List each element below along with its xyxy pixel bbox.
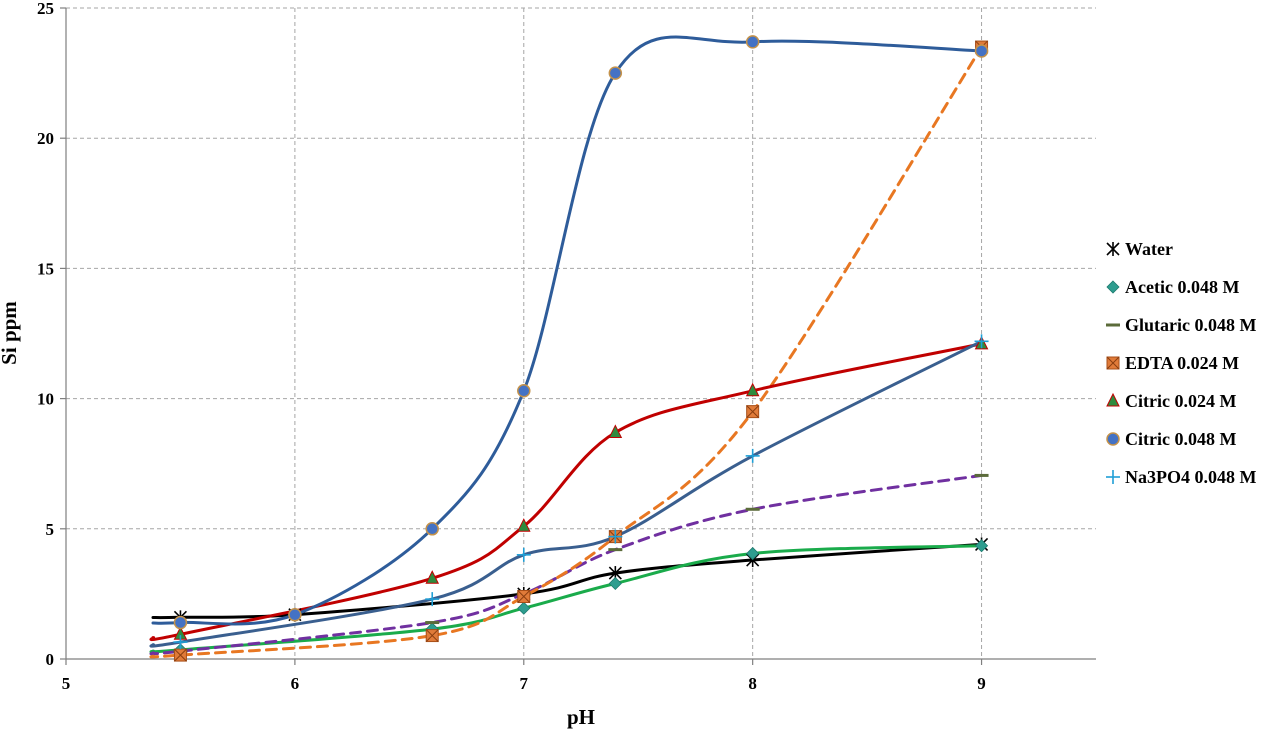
data-point-citric-0-048-m xyxy=(425,522,439,536)
series-line-na3po4-0-048-m xyxy=(149,339,984,648)
legend-label: Acetic 0.048 M xyxy=(1125,277,1239,297)
data-point-na3po4-0-048-m xyxy=(974,334,989,349)
legend-item-edta-0-024-m: EDTA 0.024 M xyxy=(1106,353,1239,373)
legend-label: EDTA 0.024 M xyxy=(1125,353,1239,373)
y-tick-label: 15 xyxy=(37,259,54,278)
data-point-citric-0-048-m xyxy=(288,607,302,622)
legend-marker xyxy=(1106,432,1120,446)
series-line-water xyxy=(151,542,984,620)
data-point-edta-0-024-m xyxy=(425,629,439,643)
data-point-citric-0-048-m xyxy=(173,615,188,630)
legend-label: Glutaric 0.048 M xyxy=(1125,315,1256,335)
x-axis-title: pH xyxy=(567,705,595,729)
series-line-citric-0-048-m xyxy=(151,35,984,626)
data-point-citric-0-048-m xyxy=(974,44,989,58)
data-point-citric-0-048-m xyxy=(517,384,531,398)
y-tick-label: 25 xyxy=(37,0,54,18)
series-line-edta-0-024-m xyxy=(149,45,984,659)
data-point-na3po4-0-048-m xyxy=(425,592,440,607)
series-markers xyxy=(173,35,989,662)
data-point-na3po4-0-048-m xyxy=(745,448,760,463)
data-point-acetic-0-048-m xyxy=(746,546,760,561)
legend-label: Citric 0.024 M xyxy=(1125,391,1236,411)
data-point-citric-0-024-m xyxy=(745,382,760,397)
data-point-acetic-0-048-m xyxy=(517,601,531,615)
y-tick-label: 5 xyxy=(46,520,55,539)
square-cross xyxy=(746,405,760,418)
data-point-edta-0-024-m xyxy=(173,648,187,662)
series-lines xyxy=(149,35,984,659)
data-point-citric-0-048-m xyxy=(608,66,623,80)
x-tick-label: 6 xyxy=(291,674,300,693)
data-point-citric-0-024-m xyxy=(516,518,531,532)
data-point-acetic-0-048-m xyxy=(608,576,622,591)
legend-label: Na3PO4 0.048 M xyxy=(1125,467,1256,487)
y-axis-title: Si ppm xyxy=(0,301,21,365)
square-cross xyxy=(517,590,531,603)
legend-marker xyxy=(1106,392,1120,407)
legend-marker xyxy=(1106,280,1120,294)
y-tick-label: 0 xyxy=(46,650,55,669)
data-point-citric-0-024-m xyxy=(425,570,440,584)
data-point-edta-0-024-m xyxy=(746,405,760,419)
legend-item-water: Water xyxy=(1106,239,1173,259)
x-tick-label: 8 xyxy=(748,674,757,693)
data-point-na3po4-0-048-m xyxy=(516,547,531,562)
square-cross xyxy=(425,629,439,642)
x-tick-label: 9 xyxy=(977,674,986,693)
x-tick-label: 7 xyxy=(520,674,529,693)
legend-marker xyxy=(1106,242,1120,256)
grid xyxy=(66,7,1096,659)
legend-item-na3po4-0-048-m: Na3PO4 0.048 M xyxy=(1106,467,1256,487)
legend-item-glutaric-0-048-m: Glutaric 0.048 M xyxy=(1106,315,1256,335)
legend-item-citric-0-024-m: Citric 0.024 M xyxy=(1106,391,1236,411)
data-point-na3po4-0-048-m xyxy=(608,529,623,544)
legend-label: Water xyxy=(1125,239,1173,259)
series-line-acetic-0-048-m xyxy=(149,544,984,654)
x-tick-label: 5 xyxy=(62,674,71,693)
legend-item-citric-0-048-m: Citric 0.048 M xyxy=(1106,429,1236,449)
square-cross xyxy=(1106,356,1120,370)
legend-item-acetic-0-048-m: Acetic 0.048 M xyxy=(1106,277,1239,297)
data-point-citric-0-024-m xyxy=(608,424,623,438)
legend-marker xyxy=(1106,470,1120,484)
y-tick-label: 20 xyxy=(37,129,54,148)
data-point-acetic-0-048-m xyxy=(974,539,989,553)
square-cross xyxy=(174,648,187,662)
y-tick-label: 10 xyxy=(37,390,54,409)
axes xyxy=(60,7,1096,665)
data-point-na3po4-0-048-m xyxy=(173,635,188,650)
legend-marker xyxy=(1106,356,1120,370)
data-point-edta-0-024-m xyxy=(517,590,531,604)
data-point-citric-0-048-m xyxy=(745,35,760,49)
legend: Water Acetic 0.048 M Glutaric 0.048 M EDTA … xyxy=(1106,239,1256,487)
legend-label: Citric 0.048 M xyxy=(1125,429,1236,449)
series-line-citric-0-024-m xyxy=(149,342,984,642)
